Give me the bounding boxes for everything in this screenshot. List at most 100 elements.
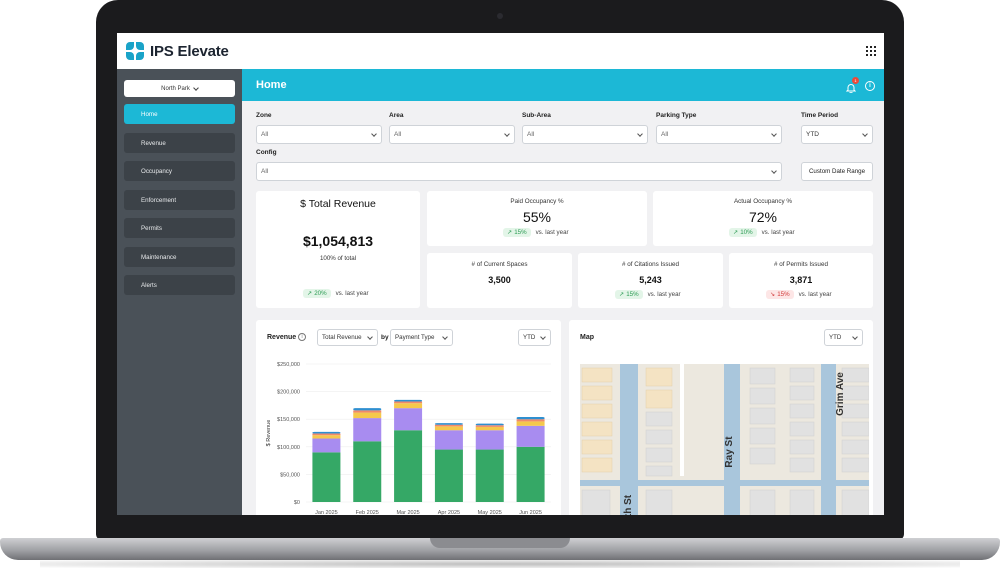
trend-pill: ↗ 10% (729, 228, 757, 237)
street-label: th St (623, 494, 634, 515)
y-tick-label: $250,000 (277, 362, 300, 368)
bar-segment[interactable] (475, 425, 504, 427)
site-selector[interactable]: North Park (124, 80, 235, 97)
revenue-period-value: YTD (523, 334, 536, 341)
sidebar-item-alerts[interactable]: Alerts (124, 275, 235, 295)
chevron-down-icon (771, 131, 777, 137)
bar-segment[interactable] (312, 438, 341, 453)
sub-area-select-value: All (527, 131, 535, 138)
bar-segment[interactable] (394, 403, 423, 409)
bar-segment[interactable] (516, 421, 545, 426)
street-label: Grim Ave (835, 372, 846, 416)
bar-segment[interactable] (516, 446, 545, 502)
bar-segment[interactable] (516, 416, 545, 420)
chevron-down-icon (193, 84, 199, 91)
bar-segment[interactable] (312, 433, 341, 436)
by-label: by (381, 334, 389, 341)
metric-select[interactable]: Total Revenue (317, 329, 378, 346)
config-select[interactable]: All (256, 162, 782, 181)
bar-segment[interactable] (394, 399, 423, 402)
bar-segment[interactable] (475, 423, 504, 426)
area-select[interactable]: All (389, 125, 515, 144)
map-view[interactable]: Ray St Grim Ave th St (580, 364, 869, 515)
notification-badge: 1 (852, 77, 859, 84)
panel-title: Map (580, 334, 594, 341)
bar-segment[interactable] (434, 423, 463, 425)
sidebar-item-label: Revenue (141, 139, 166, 147)
bar-segment[interactable] (312, 431, 341, 434)
parking-type-select-value: All (661, 131, 669, 138)
bar-segment[interactable] (434, 424, 463, 427)
trend-pill: ↗ 15% (503, 228, 531, 237)
bar-segment[interactable] (353, 418, 382, 442)
card-value: 5,243 (639, 275, 662, 285)
sidebar-item-enforcement[interactable]: Enforcement (124, 190, 235, 210)
card-title: Paid Occupancy % (510, 198, 564, 205)
group-by-select[interactable]: Payment Type (390, 329, 453, 346)
trend-pill: ↗ 20% (303, 289, 331, 298)
current-spaces-card: # of Current Spaces 3,500 (427, 253, 572, 308)
bar-segment[interactable] (312, 435, 341, 439)
card-value: $1,054,813 (302, 233, 374, 249)
sub-area-select[interactable]: All (522, 125, 648, 144)
actual-occupancy-card: Actual Occupancy % 72% ↗ 10% vs. last yea… (653, 191, 873, 246)
sidebar-item-occupancy[interactable]: Occupancy (124, 161, 235, 181)
parking-type-select[interactable]: All (656, 125, 782, 144)
sidebar-item-maintenance[interactable]: Maintenance (124, 247, 235, 267)
card-value: 3,871 (789, 275, 813, 285)
bar-segment[interactable] (394, 401, 423, 404)
logo[interactable]: IPS Elevate (126, 42, 229, 60)
bar-segment[interactable] (312, 452, 341, 502)
zone-select-value: All (261, 131, 269, 138)
chevron-down-icon (442, 334, 448, 340)
bar-segment[interactable] (475, 430, 504, 450)
bar-segment[interactable] (394, 430, 423, 502)
bar-segment[interactable] (475, 426, 504, 431)
card-value: 55% (522, 209, 552, 225)
trend-compare: vs. last year (761, 229, 795, 236)
revenue-panel: Revenue i Total Revenue by Payment Type … (256, 320, 561, 515)
trend-pill: ↗ 15% (615, 290, 643, 299)
x-tick-label: Apr 2025 (438, 510, 460, 515)
map-canvas: Ray St Grim Ave th St (580, 364, 869, 515)
bar-segment[interactable] (434, 449, 463, 502)
time-period-select[interactable]: YTD (801, 125, 873, 144)
trend-value: 20% (314, 290, 327, 297)
bar-segment[interactable] (353, 410, 382, 413)
sub-area-label: Sub-Area (522, 112, 551, 119)
x-tick-label: Mar 2025 (396, 510, 419, 515)
info-icon[interactable]: i (865, 81, 875, 91)
bell-icon[interactable]: 1 (845, 77, 859, 94)
bar-segment[interactable] (353, 441, 382, 502)
bar-segment[interactable] (475, 449, 504, 502)
trend-compare: vs. last year (335, 290, 369, 297)
bar-segment[interactable] (353, 412, 382, 419)
trend-indicator: ↗ 15% vs. last year (615, 290, 681, 299)
bar-segment[interactable] (516, 419, 545, 422)
card-title: # of Current Spaces (471, 261, 528, 268)
card-title: $ Total Revenue (300, 198, 376, 210)
sidebar: North Park Home Revenue Occupancy Enforc… (117, 69, 242, 515)
bar-segment[interactable] (353, 408, 382, 411)
time-period-label: Time Period (801, 112, 839, 119)
sidebar-item-home[interactable]: Home (124, 104, 235, 124)
bar-segment[interactable] (516, 425, 545, 447)
zone-select[interactable]: All (256, 125, 382, 144)
info-icon[interactable]: i (298, 333, 306, 341)
bar-segment[interactable] (394, 408, 423, 431)
sidebar-item-revenue[interactable]: Revenue (124, 133, 235, 153)
map-panel: Map YTD (569, 320, 873, 515)
trend-indicator: ↗ 20% vs. last year (303, 289, 369, 298)
trend-up-icon: ↗ (733, 229, 739, 236)
revenue-period-select[interactable]: YTD (518, 329, 551, 346)
sidebar-item-permits[interactable]: Permits (124, 218, 235, 238)
apps-grid-icon[interactable] (866, 46, 876, 56)
map-period-select[interactable]: YTD (824, 329, 863, 346)
bar-segment[interactable] (434, 430, 463, 450)
main-content: Zone All Area All Sub-Area All Parking T… (242, 101, 884, 515)
custom-date-range-button[interactable]: Custom Date Range (801, 162, 873, 181)
bar-segment[interactable] (434, 426, 463, 431)
trend-compare: vs. last year (798, 291, 832, 298)
total-revenue-card: $ Total Revenue $1,054,813 100% of total… (256, 191, 420, 308)
area-label: Area (389, 112, 404, 119)
